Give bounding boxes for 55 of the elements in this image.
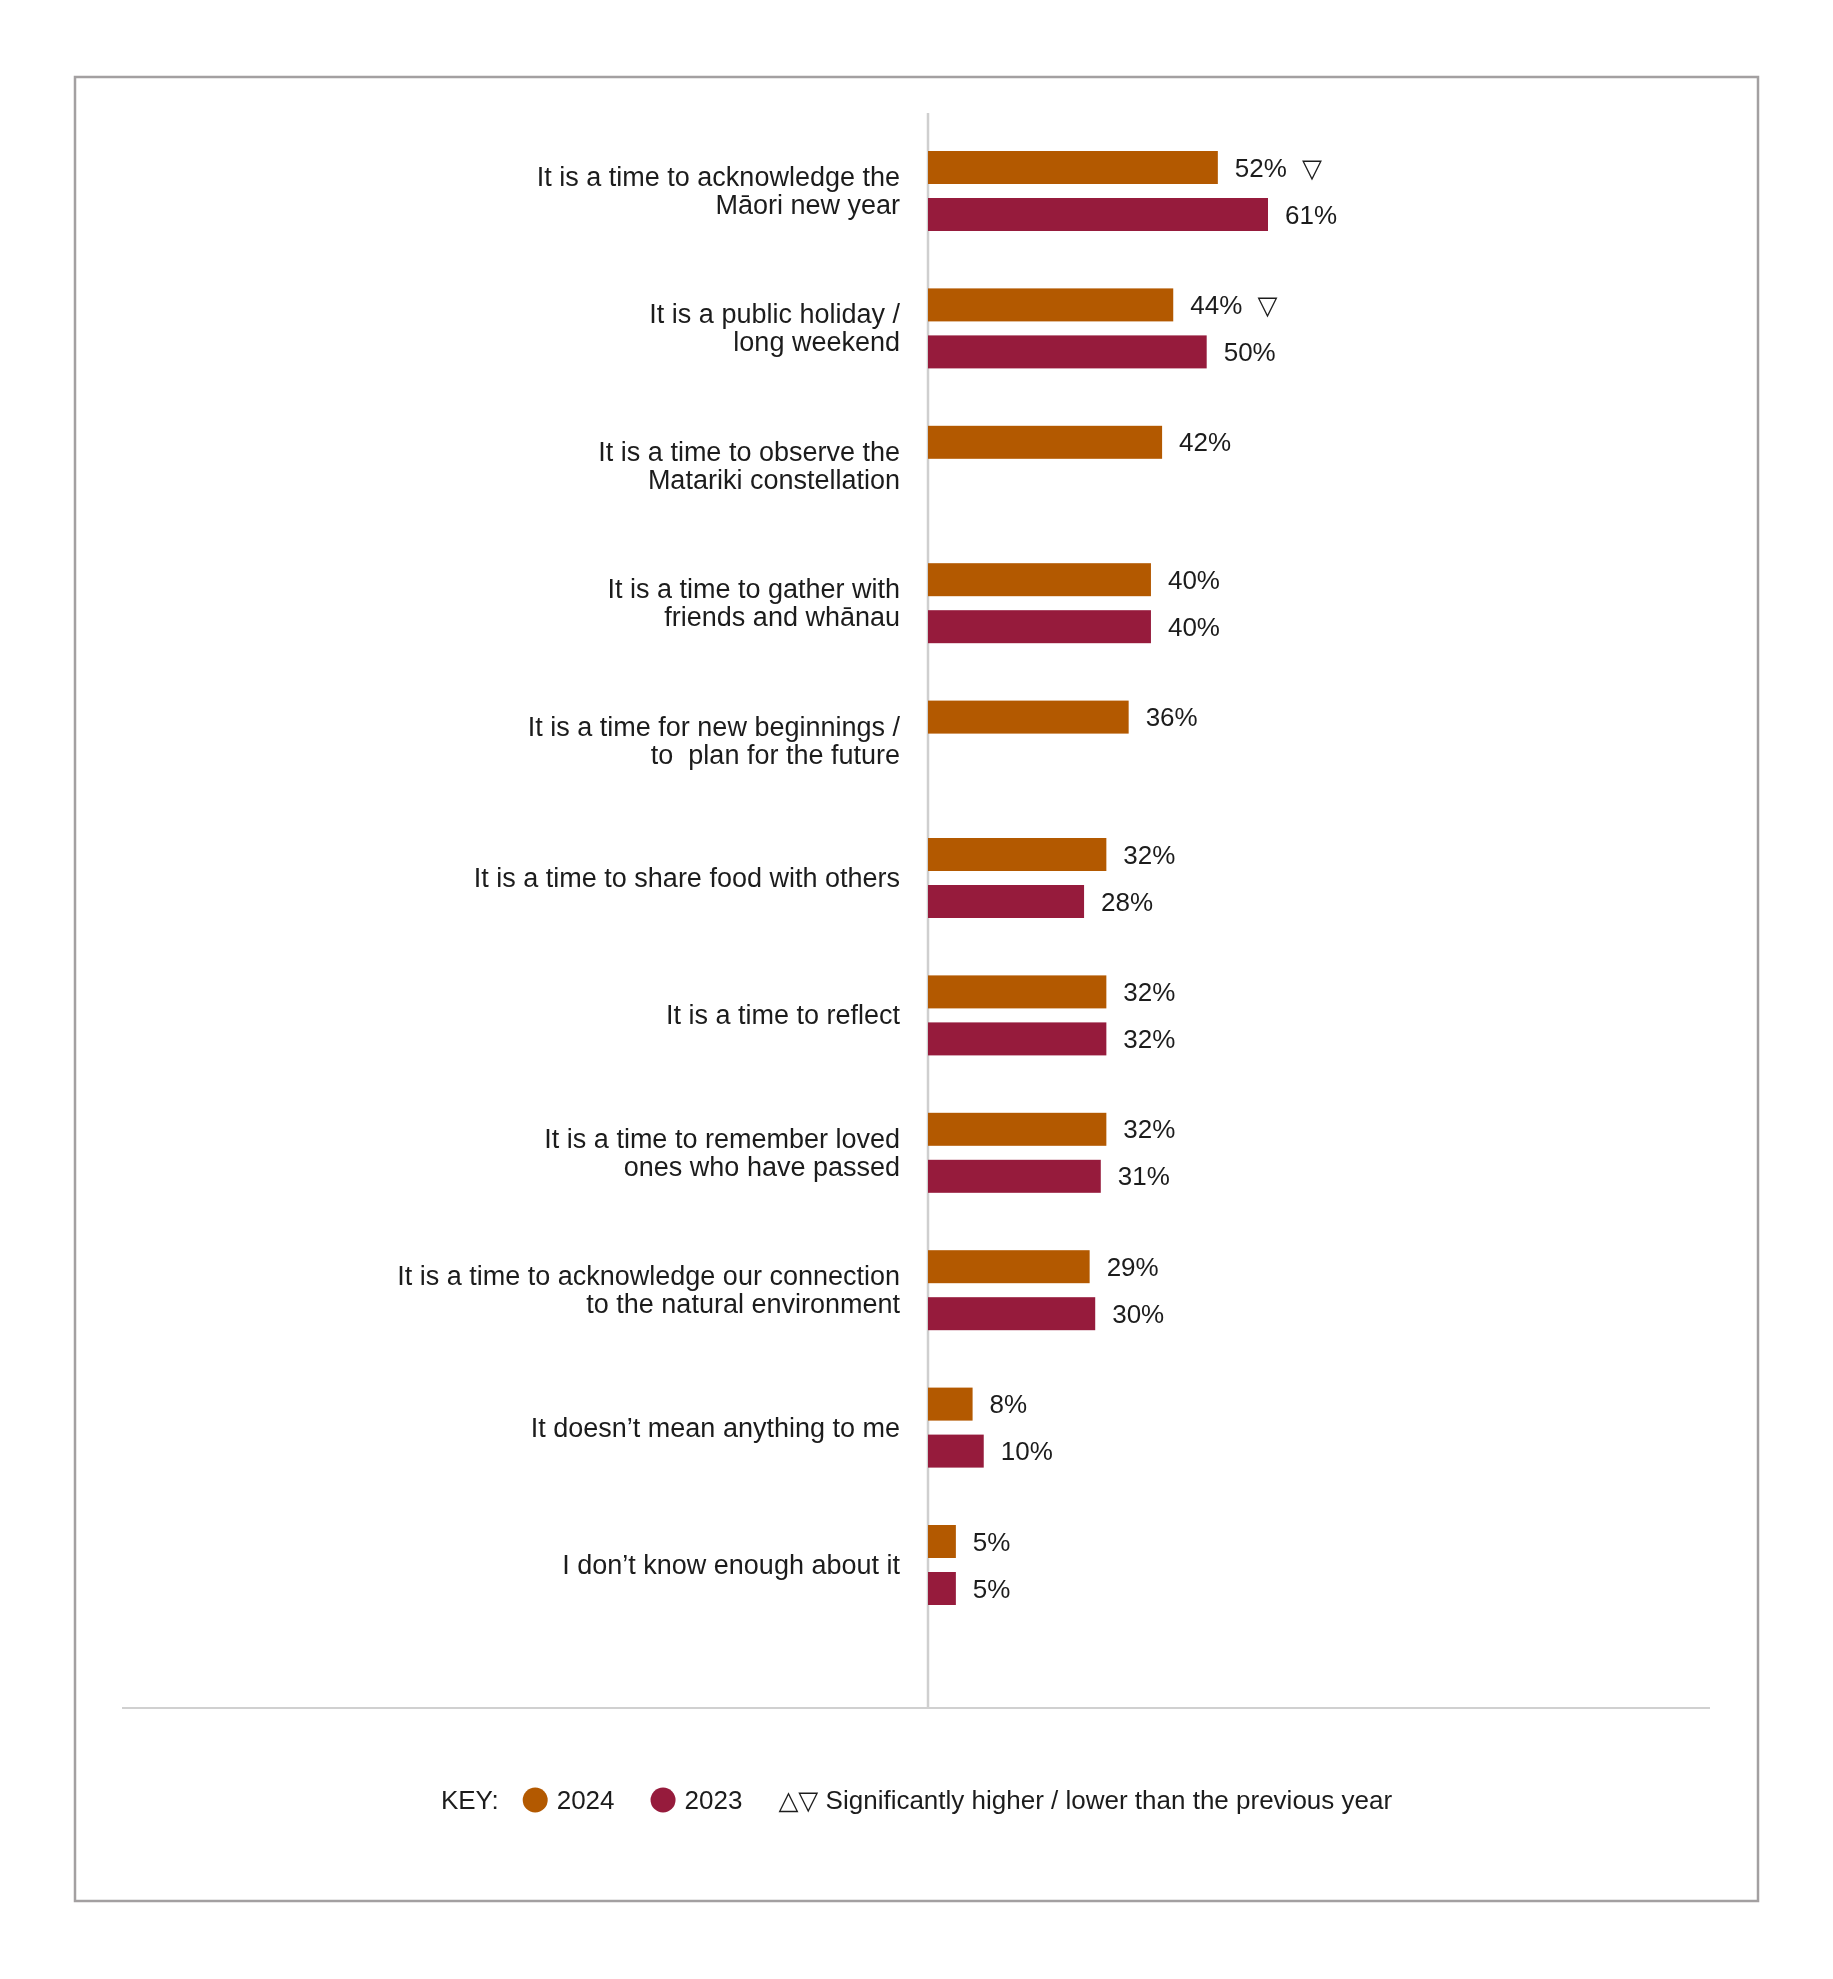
- bar: [928, 885, 1085, 918]
- data-label: 36%: [1145, 702, 1198, 733]
- y-tick-label: It is a time to share food with others: [473, 863, 900, 893]
- data-label: 52% ▽: [1234, 152, 1323, 183]
- bar: [928, 1159, 1101, 1193]
- y-tick-label: It is a time to acknowledge the Māori new year: [536, 162, 900, 220]
- y-tick-label: It is a time to reflect: [665, 1000, 901, 1031]
- data-label: 32%: [1123, 839, 1176, 870]
- bar: [928, 1022, 1107, 1056]
- data-label: 28%: [1101, 886, 1154, 917]
- data-label: 8%: [989, 1389, 1028, 1420]
- bar: [928, 1112, 1107, 1146]
- bar: [928, 335, 1207, 369]
- legend-title: KEY:: [440, 1785, 499, 1815]
- bar: [928, 838, 1107, 871]
- y-tick-label: It is a time to acknowledge our connection to the natural environment: [397, 1261, 901, 1320]
- bar: [928, 610, 1151, 644]
- text: △▽ Significantly higher / lower than the previous year: [778, 1785, 1393, 1815]
- data-label: 50%: [1223, 336, 1276, 367]
- bar: [928, 1525, 956, 1558]
- data-label: 40%: [1167, 611, 1220, 642]
- bar: [928, 1572, 956, 1605]
- y-tick-label: It is a time to remember loved ones who have passed: [544, 1123, 900, 1182]
- legend-label: 2023: [684, 1785, 743, 1815]
- y-tick-label: I don’t know enough about it: [562, 1550, 901, 1580]
- bar: [928, 700, 1129, 734]
- data-label: 5%: [972, 1526, 1011, 1557]
- data-label: 5%: [972, 1573, 1011, 1604]
- data-label: 44% ▽: [1190, 289, 1278, 320]
- data-label: 10%: [1000, 1436, 1053, 1467]
- y-tick-label: It is a public holiday / long weekend: [649, 299, 901, 358]
- data-label: 61%: [1285, 199, 1338, 230]
- data-label: 31%: [1117, 1161, 1170, 1192]
- data-label: 42%: [1179, 427, 1232, 458]
- bar: [928, 151, 1218, 184]
- data-label: 32%: [1123, 1023, 1176, 1054]
- bar: [928, 975, 1107, 1009]
- y-tick-label: It doesn’t mean anything to me: [530, 1412, 900, 1443]
- y-tick-label: It is a time to observe the Matariki constellation: [598, 436, 900, 495]
- data-label: 32%: [1123, 976, 1176, 1007]
- bar: [928, 425, 1163, 459]
- bar: [928, 198, 1268, 231]
- bar: [928, 1434, 984, 1468]
- legend-label: 2024: [556, 1785, 615, 1815]
- bar: [928, 1250, 1090, 1284]
- bar: [928, 1297, 1096, 1331]
- bar: [928, 1387, 973, 1421]
- y-tick-label: It is a time to gather with friends and whānau: [607, 574, 900, 633]
- data-label: 32%: [1123, 1114, 1176, 1145]
- data-label: 30%: [1112, 1298, 1165, 1329]
- data-label: 40%: [1167, 564, 1220, 595]
- bar: [928, 288, 1174, 322]
- bar: [928, 563, 1151, 597]
- y-tick-label: It is a time for new beginnings / to plan for the future: [527, 711, 901, 770]
- data-label: 29%: [1106, 1251, 1159, 1282]
